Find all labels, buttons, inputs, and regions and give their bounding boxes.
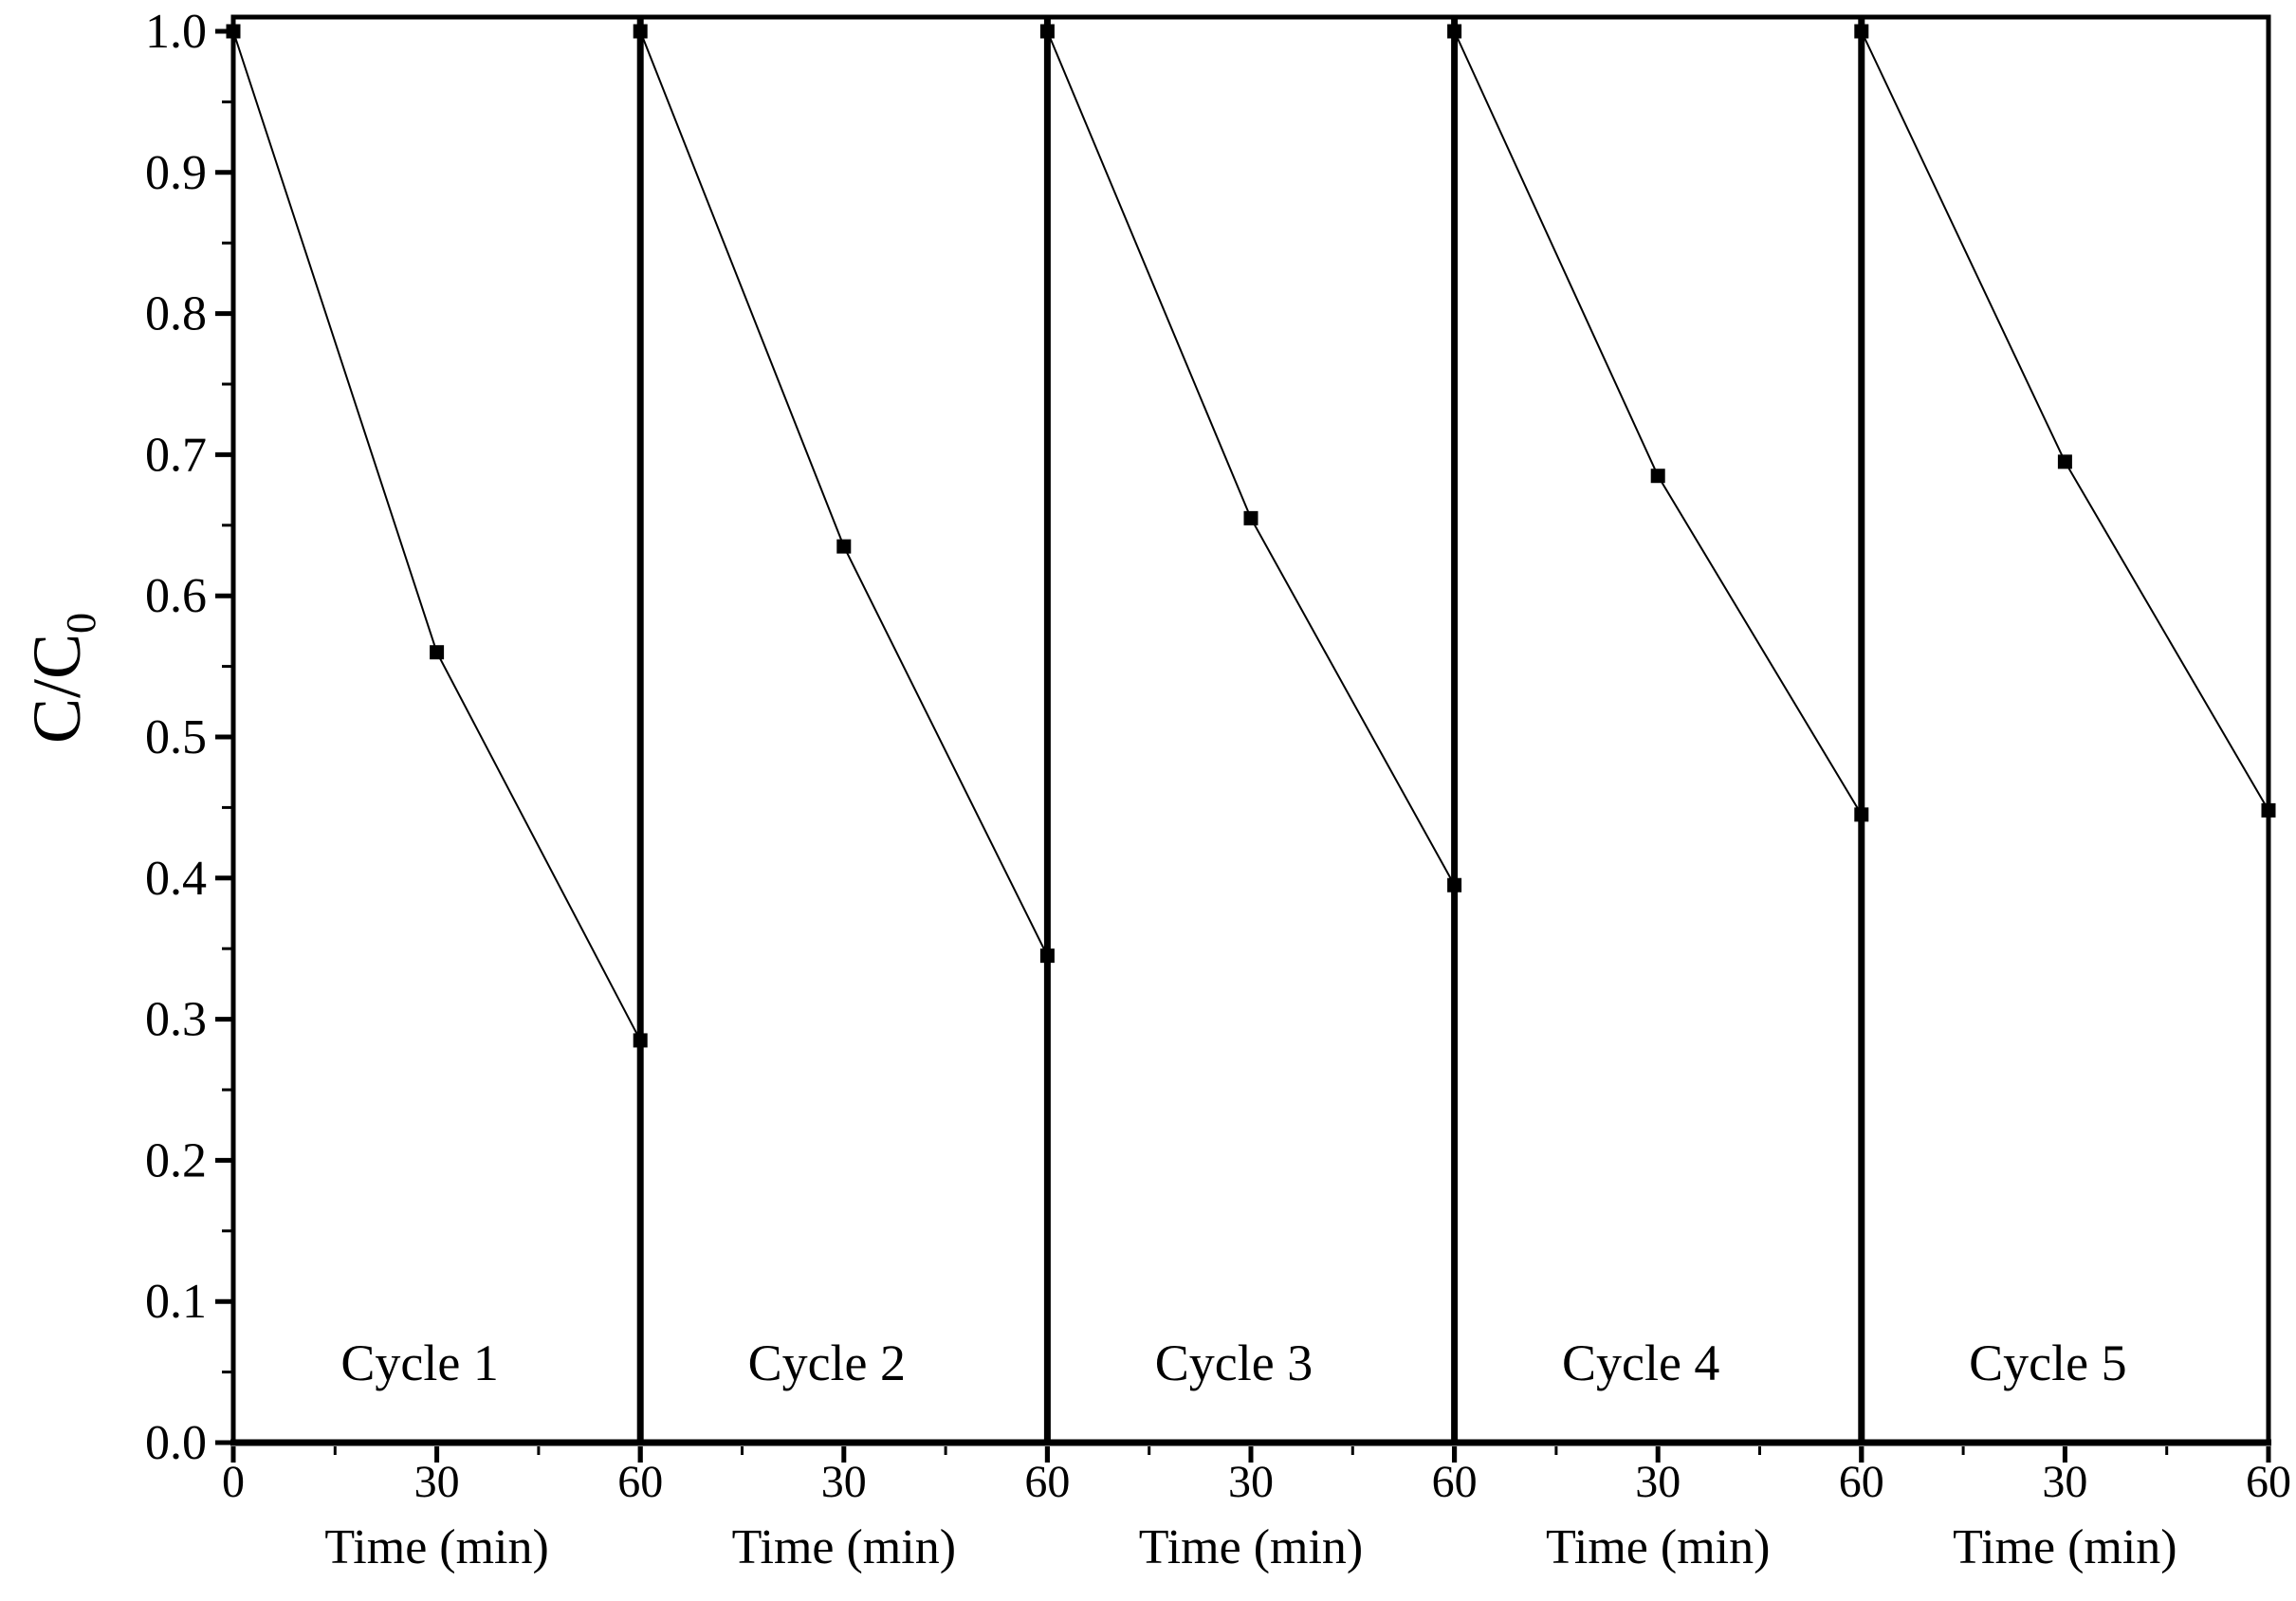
x-tick-label: 30 <box>414 1457 460 1507</box>
cycle-series <box>226 24 648 1048</box>
data-point-marker <box>2057 454 2072 469</box>
data-point-marker <box>226 24 241 39</box>
y-tick-label: 1.0 <box>145 5 207 59</box>
y-tick-label: 0.6 <box>145 569 207 623</box>
data-point-marker <box>633 1033 648 1048</box>
y-axis: 0.0 0.1 0.2 0.3 0.4 0.5 0.6 0.7 0.8 0.9 1.0 <box>145 5 231 1470</box>
data-point-marker <box>1650 469 1665 484</box>
y-tick-label: 0.3 <box>145 993 207 1047</box>
cycle-label: Cycle 5 <box>1969 1334 2126 1391</box>
data-point-marker <box>1447 877 1462 893</box>
cycle-label: Cycle 4 <box>1562 1334 1719 1391</box>
x-tick-label: 30 <box>821 1457 867 1507</box>
cycle-label: Cycle 2 <box>748 1334 906 1391</box>
y-tick-label: 0.1 <box>145 1275 207 1329</box>
x-tick-label: 0 <box>222 1457 245 1507</box>
x-tick-label: 30 <box>2042 1457 2087 1507</box>
x-axis-title: Time (min) <box>732 1520 956 1574</box>
y-tick-label: 0.0 <box>145 1416 207 1470</box>
data-point-marker <box>1447 24 1462 39</box>
x-tick-label: 60 <box>1024 1457 1070 1507</box>
series-line <box>232 30 642 1041</box>
cycle-series <box>633 24 1055 964</box>
x-tick-label: 60 <box>1839 1457 1884 1507</box>
x-axis-title: Time (min) <box>1139 1520 1363 1574</box>
y-tick-label: 0.8 <box>145 287 207 341</box>
y-tick-label: 0.4 <box>145 852 207 906</box>
y-tick-label: 0.7 <box>145 428 207 482</box>
x-tick-label: 30 <box>1228 1457 1274 1507</box>
data-point-marker <box>836 539 852 554</box>
data-point-marker <box>2261 802 2276 818</box>
series-line <box>639 30 1049 957</box>
y-axis-title-subscript: 0 <box>58 613 104 634</box>
y-axis-title: C/C0 <box>19 613 104 744</box>
x-axis: 0 30 60 30 60 30 60 30 60 30 60 <box>222 1446 2291 1507</box>
cycle-label: Cycle 3 <box>1155 1334 1313 1391</box>
x-tick-label: 60 <box>1432 1457 1478 1507</box>
x-tick-label: 30 <box>1635 1457 1681 1507</box>
x-axis-title: Time (min) <box>1953 1520 2177 1574</box>
x-axis-title: Time (min) <box>1546 1520 1770 1574</box>
x-axis-title: Time (min) <box>324 1520 548 1574</box>
cycle-series <box>1447 24 1869 822</box>
data-point-marker <box>1039 948 1055 964</box>
plot-frame <box>230 14 2271 1445</box>
data-point-marker <box>430 645 445 660</box>
data-point-marker <box>1854 24 1869 39</box>
y-tick-label: 0.5 <box>145 710 207 764</box>
cycle-series <box>1039 24 1462 893</box>
data-point-marker <box>1039 24 1055 39</box>
data-point-marker <box>1243 510 1258 525</box>
y-tick-label: 0.2 <box>145 1133 207 1187</box>
series-line <box>1453 30 1863 816</box>
x-tick-label: 60 <box>2246 1457 2291 1507</box>
data-point-marker <box>1854 807 1869 822</box>
cycle-label: Cycle 1 <box>340 1334 498 1391</box>
series-line <box>1046 30 1456 886</box>
x-tick-label: 60 <box>617 1457 663 1507</box>
data-point-marker <box>633 24 648 39</box>
cycle-series <box>1854 24 2276 818</box>
series-line <box>1860 30 2269 811</box>
y-tick-label: 0.9 <box>145 146 207 200</box>
